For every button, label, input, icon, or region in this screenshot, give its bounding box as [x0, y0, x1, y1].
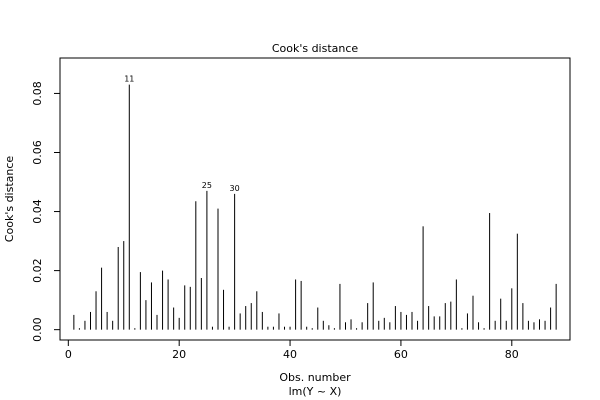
x-tick-label: 40: [283, 348, 297, 361]
y-tick-label: 0.06: [31, 140, 44, 165]
y-tick-label: 0.00: [31, 317, 44, 342]
y-tick-label: 0.04: [31, 199, 44, 224]
x-axis-sublabel: lm(Y ~ X): [289, 385, 342, 398]
y-tick-label: 0.08: [31, 81, 44, 106]
y-tick-label: 0.02: [31, 258, 44, 283]
point-annotations: 11 25 30: [124, 75, 240, 193]
plot-frame: [59, 57, 571, 341]
y-axis-label: Cook's distance: [3, 156, 16, 243]
point-label-25: 25: [202, 181, 212, 190]
x-axis-label: Obs. number: [279, 371, 351, 384]
spike-series: [73, 84, 557, 330]
x-axis: 0 20 40 60 80: [65, 339, 519, 361]
point-label-30: 30: [230, 184, 240, 193]
chart-title: Cook's distance: [272, 42, 359, 55]
x-tick-label: 60: [394, 348, 408, 361]
y-axis: 0.00 0.02 0.04 0.06 0.08: [31, 81, 61, 342]
x-tick-label: 20: [172, 348, 186, 361]
point-label-11: 11: [124, 75, 134, 84]
x-tick-label: 80: [505, 348, 519, 361]
x-tick-label: 0: [65, 348, 72, 361]
